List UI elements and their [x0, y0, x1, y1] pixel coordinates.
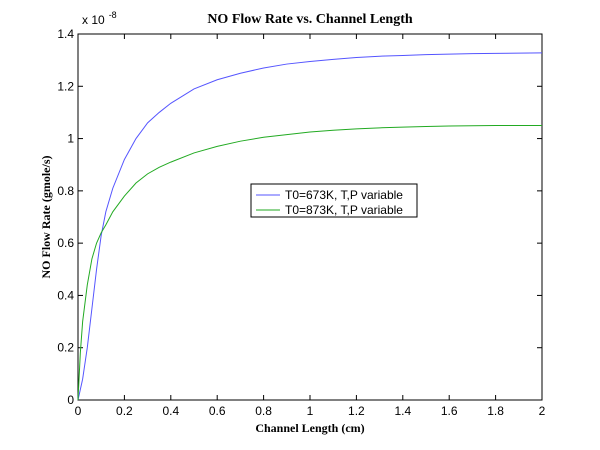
- x-tick-label: 1.6: [441, 404, 458, 418]
- y-tick-label: 0.4: [57, 288, 74, 302]
- y-tick-label: 1.2: [57, 79, 74, 93]
- legend-label-1: T0=673K, T,P variable: [285, 188, 403, 202]
- series-layer: [77, 52, 543, 401]
- y-multiplier-base: x 10: [82, 13, 105, 27]
- x-tick-label: 1.2: [348, 404, 365, 418]
- chart-title: NO Flow Rate vs. Channel Length: [207, 12, 413, 27]
- x-tick-label: 1.8: [487, 404, 504, 418]
- x-tick-label: 0.2: [116, 404, 133, 418]
- x-axis-ticks: 0 0.2 0.4 0.6 0.8 1 1.2 1.4 1.6 1.8 2: [75, 34, 546, 418]
- x-tick-label: 0.4: [162, 404, 179, 418]
- x-tick-label: 0.8: [255, 404, 272, 418]
- x-tick-label: 0: [75, 404, 82, 418]
- x-tick-label: 1.4: [394, 404, 411, 418]
- y-axis-multiplier: x 10 -8: [82, 10, 117, 28]
- y-tick-label: 0.8: [57, 184, 74, 198]
- y-tick-label: 0.6: [57, 236, 74, 250]
- x-axis-label: Channel Length (cm): [255, 421, 364, 435]
- y-multiplier-exponent: -8: [109, 10, 117, 20]
- y-tick-label: 0: [67, 393, 74, 407]
- legend-label-2: T0=873K, T,P variable: [285, 203, 403, 217]
- series-line-1: [77, 52, 543, 401]
- y-tick-label: 1: [67, 132, 74, 146]
- y-axis-ticks: 0 0.2 0.4 0.6 0.8 1 1.2 1.4: [57, 27, 542, 407]
- y-tick-label: 0.2: [57, 341, 74, 355]
- y-tick-label: 1.4: [57, 27, 74, 41]
- series-line-2: [77, 125, 542, 401]
- legend-box: [250, 183, 418, 218]
- y-axis-label: NO Flow Rate (gmole/s): [39, 156, 53, 279]
- x-tick-label: 1: [307, 404, 314, 418]
- x-tick-label: 0.6: [209, 404, 226, 418]
- x-tick-label: 2: [539, 404, 546, 418]
